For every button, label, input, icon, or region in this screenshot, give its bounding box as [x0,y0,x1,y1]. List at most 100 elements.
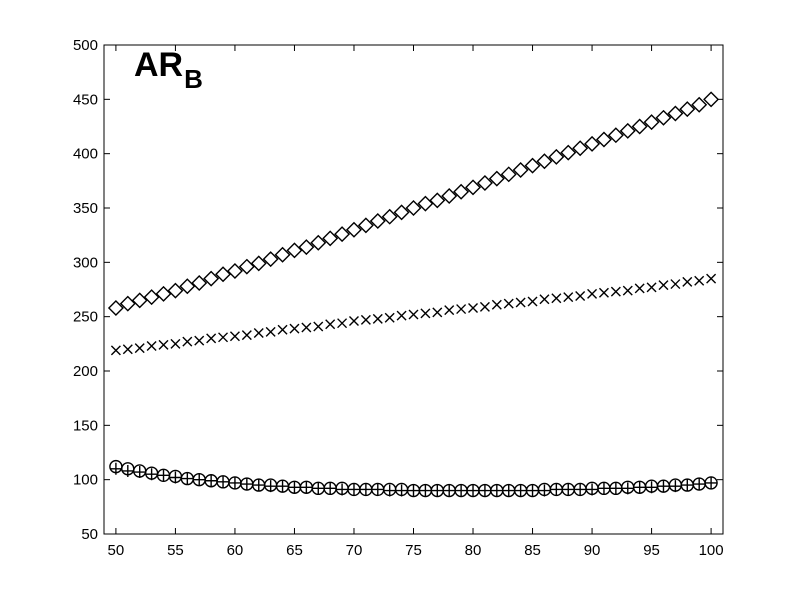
x-marker [325,319,336,330]
series-layer [107,91,720,498]
diamond-marker [405,200,422,216]
diamond-marker [262,251,279,268]
diamond-marker [465,179,482,196]
plus-marker [228,476,241,489]
plus-marker [169,471,182,484]
plus-marker [645,481,658,494]
plus-marker [359,483,372,496]
x-marker [479,301,490,312]
x-marker [694,275,705,286]
plus-marker [526,484,539,497]
diamond-marker [560,144,577,161]
chart-title-main: AR [134,46,183,84]
plus-marker [264,480,277,493]
x-marker [289,323,300,334]
plus-marker [312,482,325,495]
x-marker [396,310,407,321]
x-marker [158,339,169,350]
diamond-marker [536,153,553,170]
x-marker [491,299,502,310]
diamond-marker [476,175,493,191]
diamond-marker [453,183,470,200]
plus-marker [502,484,515,497]
chart-title-subscript: B [184,64,203,94]
y-axis: 50 100 150 200 250 300 350 400 450 500 [73,37,723,543]
plus-marker [586,483,599,496]
x-marker [206,333,217,344]
x-marker [360,314,371,325]
x-tick-label: 75 [405,542,422,559]
plus-marker [336,483,349,496]
y-tick-label: 450 [73,91,98,108]
diamond-marker [417,195,434,212]
x-marker [253,327,264,338]
x-tick-label: 90 [584,542,601,559]
plus-marker [407,484,420,497]
x-marker [646,282,657,293]
diamond-marker [584,135,601,152]
x-marker [134,343,145,354]
diamond-marker [488,170,505,187]
chart-title: ARB [134,46,203,94]
diamond-marker [322,230,339,247]
plus-marker [514,484,527,497]
x-marker [265,326,276,337]
plus-marker [597,482,610,495]
diamond-marker [119,295,136,312]
diamond-marker [334,226,351,243]
diamond-marker [369,213,386,230]
x-marker [182,336,193,347]
y-tick-label: 250 [73,309,98,326]
x-marker [682,276,693,287]
diamond-marker [393,204,410,221]
x-marker [515,297,526,308]
diamond-marker [191,274,208,291]
diamond-marker [512,161,529,178]
plus-marker [538,484,551,497]
plus-marker [669,480,682,493]
y-tick-label: 150 [73,417,98,434]
plus-marker [633,481,646,494]
plus-marker [562,483,575,496]
plus-marker [574,483,587,496]
plus-marker [276,480,289,493]
diamond-marker [429,192,446,209]
x-marker [408,309,419,320]
x-marker [658,280,669,291]
plus-marker [693,478,706,491]
x-marker [146,341,157,352]
x-tick-label: 60 [227,542,244,559]
diamond-marker [679,101,696,118]
x-marker [551,293,562,304]
plus-marker [478,484,491,497]
x-marker [241,330,252,341]
x-marker [372,313,383,324]
plus-marker [467,484,480,497]
x-marker [539,294,550,305]
x-marker [229,331,240,342]
diamond-marker [381,208,398,225]
diamond-marker [548,148,565,165]
diamond-marker [441,188,458,205]
diamond-marker [215,266,232,283]
plus-marker [431,484,444,497]
diamond-marker [298,239,315,256]
series-x [110,273,717,356]
diamond-marker [655,109,672,126]
x-marker [384,312,395,323]
x-marker [706,273,717,284]
plus-marker [443,484,456,497]
plus-marker [193,473,206,486]
x-tick-label: 85 [524,542,541,559]
plus-marker [300,481,313,494]
plus-marker [550,483,563,496]
diamond-marker [238,258,255,275]
plus-marker [181,472,194,485]
plus-marker [347,483,360,496]
diamond-marker [310,234,327,251]
x-marker [468,302,479,313]
plus-marker [288,481,301,494]
x-tick-label: 70 [346,542,363,559]
y-tick-label: 100 [73,472,98,489]
